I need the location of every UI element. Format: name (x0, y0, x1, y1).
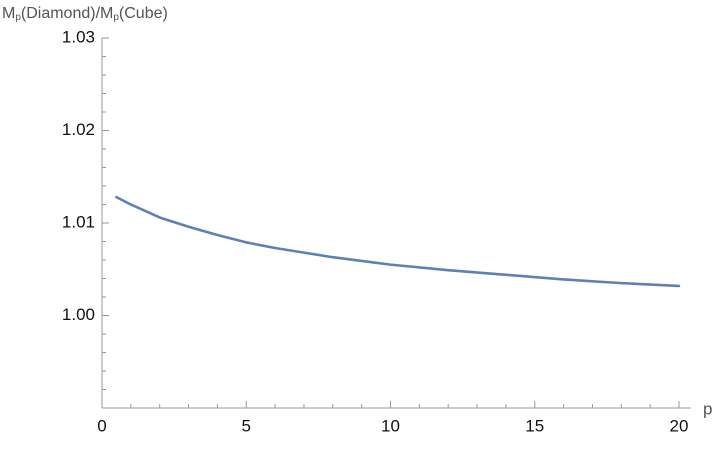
y-label-subscript: p (15, 12, 21, 23)
y-label-part: (Cube) (119, 5, 168, 22)
y-tick-label: 1.03 (62, 27, 95, 46)
y-tick-label: 1.00 (62, 305, 95, 324)
x-tick-label: 0 (97, 416, 106, 435)
y-axis-label: Mp(Diamond)/Mp(Cube) (2, 5, 168, 23)
x-axis-label: p (703, 399, 712, 418)
x-tick-label: 20 (670, 416, 689, 435)
y-tick-label: 1.01 (62, 212, 95, 231)
y-label-subscript: p (113, 12, 119, 23)
x-tick-label: 15 (525, 416, 544, 435)
data-line (115, 195, 681, 288)
y-label-part: (Diamond)/M (21, 5, 113, 22)
x-tick-label: 5 (242, 416, 251, 435)
x-tick-label: 10 (381, 416, 400, 435)
y-tick-label: 1.02 (62, 120, 95, 139)
y-label-part: M (2, 5, 15, 22)
